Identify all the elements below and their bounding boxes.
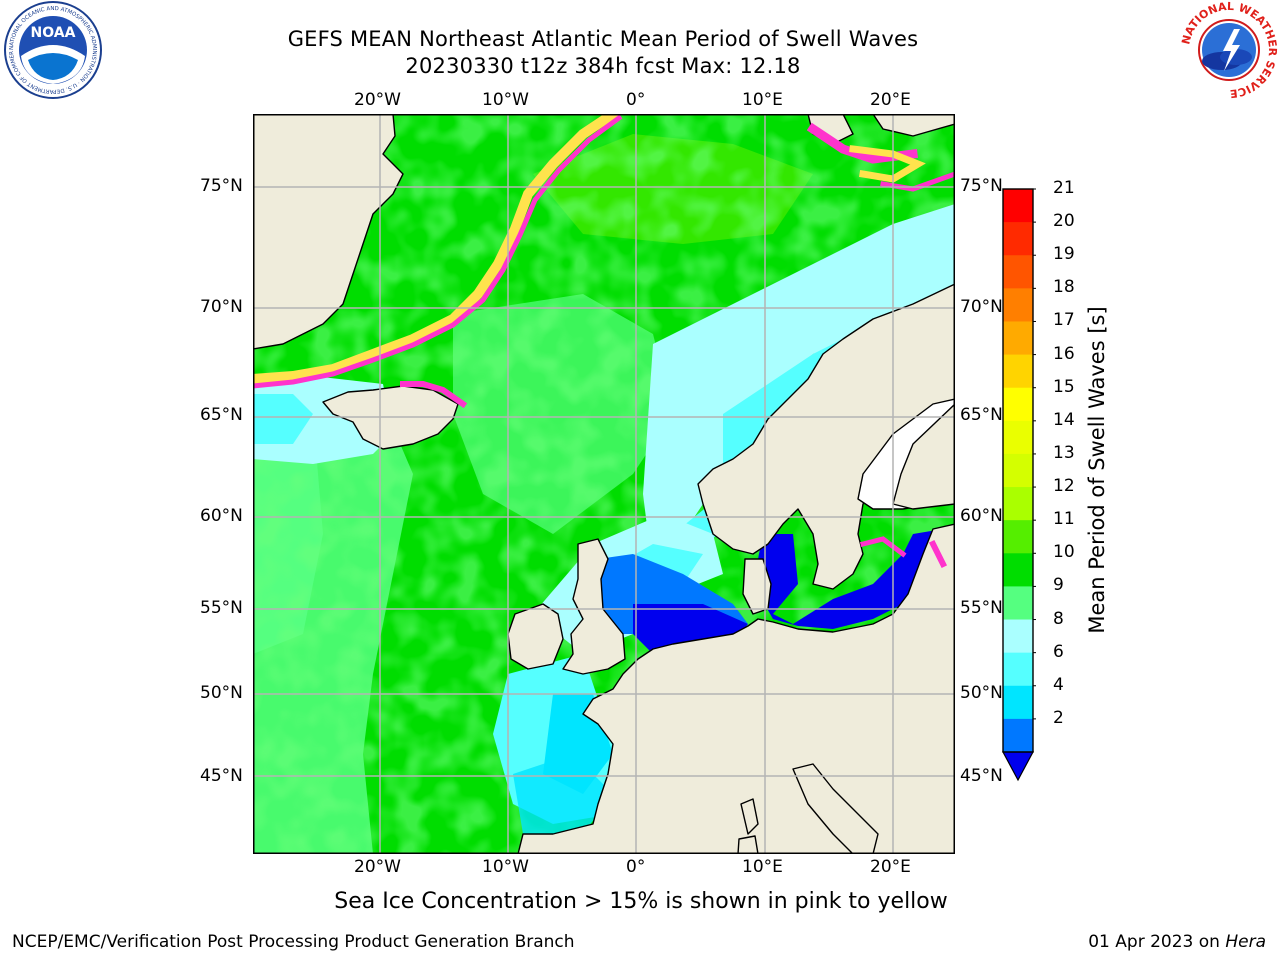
footer-credit: NCEP/EMC/Verification Post Processing Pr… [12,932,575,952]
lon-label-top: 0° [626,90,646,110]
colorbar-tick-label: 8 [1053,608,1064,629]
colorbar [1001,188,1036,782]
map-title: GEFS MEAN Northeast Atlantic Mean Period… [287,27,919,51]
lat-label-right: 60°N [960,506,1003,526]
colorbar-band [1003,288,1033,322]
colorbar-band [1003,387,1033,422]
colorbar-band [1003,685,1033,720]
colorbar-tick-label: 13 [1053,442,1075,463]
lat-label-right: 55°N [960,598,1003,618]
colorbar-tick-label: 2 [1053,707,1064,728]
colorbar-tick-label: 6 [1053,641,1064,662]
lat-label-right: 45°N [960,766,1003,786]
colorbar-band [1003,487,1033,521]
noaa-logo-text: NOAA [31,25,76,41]
colorbar-tick-label: 12 [1053,476,1075,497]
colorbar-band [1003,222,1033,256]
lon-label-top: 20°W [354,90,401,110]
colorbar-tick-label: 17 [1053,310,1075,331]
footer-date: 01 Apr 2023 on Hera [1088,932,1266,952]
lat-label-left: 65°N [200,405,243,425]
colorbar-tick-label: 14 [1053,409,1075,430]
lat-label-right: 50°N [960,683,1003,703]
lon-label-top: 10°E [742,90,783,110]
colorbar-band [1003,189,1033,223]
colorbar-band [1003,255,1033,289]
lon-label-bottom: 0° [626,857,646,877]
footer-date-text: 01 Apr 2023 on [1088,932,1220,952]
colorbar-band [1003,321,1033,356]
colorbar-tick-label: 16 [1053,343,1075,364]
colorbar-tick-label: 15 [1053,376,1075,397]
colorbar-band [1003,619,1033,654]
lat-label-left: 50°N [200,683,243,703]
colorbar-tick-label: 4 [1053,674,1064,695]
lon-label-top: 10°W [482,90,529,110]
map-panel [253,114,955,854]
lon-label-bottom: 10°W [482,857,529,877]
lat-label-right: 65°N [960,405,1003,425]
colorbar-band [1003,354,1033,389]
barents-sea [643,204,955,574]
lon-label-bottom: 10°E [742,857,783,877]
lat-label-right: 75°N [960,176,1003,196]
sea-ice-caption: Sea Ice Concentration > 15% is shown in … [334,889,948,914]
colorbar-tick-label: 19 [1053,244,1075,265]
colorbar-tick-label: 20 [1053,211,1075,232]
colorbar-band [1003,586,1033,621]
nws-logo-icon: NATIONAL WEATHER SERVICE [1179,1,1279,99]
lat-label-left: 45°N [200,766,243,786]
colorbar-band [1003,420,1033,455]
lon-label-bottom: 20°E [870,857,911,877]
footer-host: Hera [1225,932,1266,952]
lon-label-top: 20°E [870,90,911,110]
lat-label-left: 55°N [200,598,243,618]
colorbar-tick-label: 9 [1053,575,1064,596]
lon-label-bottom: 20°W [354,857,401,877]
lat-label-left: 70°N [200,297,243,317]
baltic-sea [753,529,943,629]
colorbar-band [1003,453,1033,488]
land [253,114,955,854]
colorbar-tick-label: 10 [1053,542,1075,563]
colorbar-tick-label: 11 [1053,509,1075,530]
colorbar-band [1003,718,1033,753]
map-subtitle: 20230330 t12z 384h fcst Max: 12.18 [405,54,801,78]
lat-label-left: 75°N [200,176,243,196]
colorbar-band [1003,520,1033,554]
lat-label-right: 70°N [960,297,1003,317]
noaa-logo-icon: NOAA NATIONAL OCEANIC AND ATMOSPHERIC AD… [2,0,102,99]
colorbar-tick-label: 18 [1053,277,1075,298]
lat-label-left: 60°N [200,506,243,526]
colorbar-band [1003,553,1033,587]
colorbar-tick-label: 21 [1053,178,1075,198]
colorbar-title: Mean Period of Swell Waves [s] [1085,306,1109,634]
colorbar-band [1003,652,1033,687]
graticule [253,114,955,854]
